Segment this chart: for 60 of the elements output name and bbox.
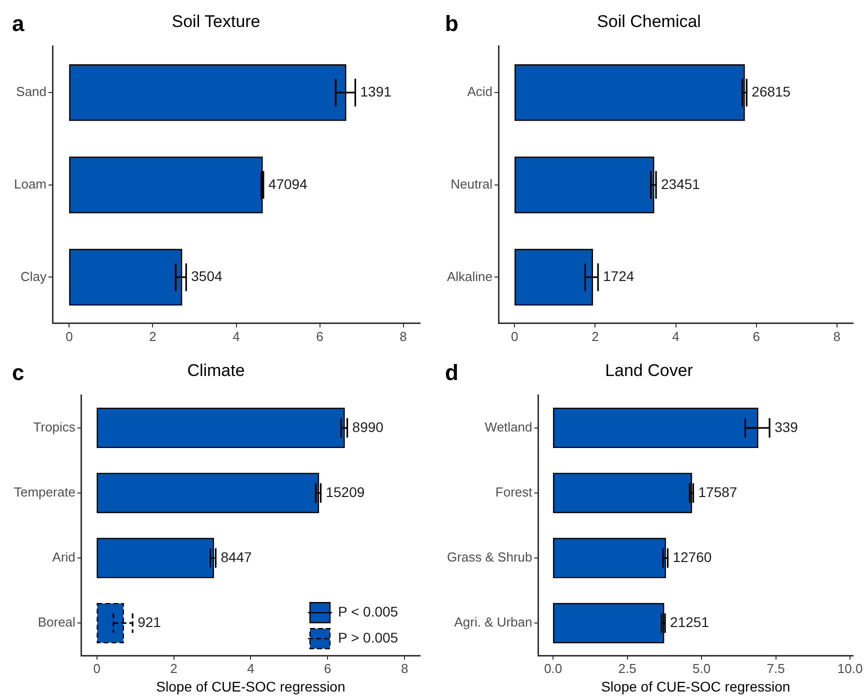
- y-tick-label: Temperate: [14, 484, 76, 500]
- x-tick-label: 4: [247, 660, 254, 676]
- text: a: [12, 11, 25, 36]
- annotation: 15209: [326, 484, 365, 500]
- y-tick-label: Clay: [20, 268, 48, 284]
- x-tick-label: 4: [232, 328, 240, 344]
- y-tick-label: Wetland: [484, 420, 532, 435]
- x-tick-label: 8: [833, 328, 841, 344]
- x-tick-label: 10.0: [837, 660, 863, 676]
- x-tick-label: 8: [400, 660, 408, 676]
- annotation: 339: [774, 418, 798, 435]
- y-tick-label: Agri. & Urban: [454, 614, 532, 630]
- text: c: [12, 360, 24, 386]
- y-tick-label: Grass & Shrub: [446, 550, 532, 565]
- chart-title: Land Cover: [605, 360, 694, 380]
- x-tick-label: 4: [672, 328, 680, 344]
- x-tick-label: 0: [511, 328, 518, 344]
- y-tick-label: Neutral: [450, 176, 493, 192]
- text: d: [445, 360, 458, 386]
- x-tick-label: 6: [324, 660, 332, 676]
- chart-title: Climate: [187, 360, 245, 380]
- x-tick-label: 2: [592, 328, 599, 344]
- chart-title: Soil Chemical: [597, 12, 701, 31]
- x-tick-label: 0.0: [544, 660, 562, 676]
- legend-label: P < 0.005: [338, 603, 398, 620]
- x-tick-label: 6: [316, 328, 324, 344]
- annotation: 17587: [698, 484, 738, 500]
- x-tick-label: 5.0: [692, 660, 711, 676]
- y-tick-label: Arid: [52, 550, 76, 565]
- x-tick-label: 6: [752, 328, 760, 344]
- annotation: 12760: [672, 548, 712, 565]
- y-tick-label: Sand: [16, 84, 47, 100]
- annotation: 23451: [661, 176, 700, 192]
- x-axis-title: Slope of CUE-SOC regression: [601, 678, 790, 694]
- x-tick-label: 0: [66, 328, 73, 344]
- annotation: 1724: [603, 268, 634, 284]
- annotation: 47094: [268, 176, 308, 192]
- x-axis-title: Slope of CUE-SOC regression: [156, 678, 346, 694]
- annotation: 3504: [191, 268, 223, 284]
- x-tick-label: 2.5: [618, 660, 636, 676]
- y-tick-label: Boreal: [38, 614, 76, 630]
- x-tick-label: 2: [149, 328, 156, 344]
- annotation: 921: [138, 614, 162, 630]
- annotation: 1391: [360, 83, 392, 100]
- x-tick-label: 2: [170, 660, 178, 676]
- text: b: [445, 11, 458, 36]
- x-tick-label: 8: [400, 328, 407, 344]
- y-tick-label: Acid: [467, 84, 493, 100]
- y-tick-label: Tropics: [33, 420, 76, 435]
- annotation: 8447: [220, 548, 252, 565]
- chart-title: Soil Texture: [172, 12, 260, 31]
- y-tick-label: Alkaline: [446, 268, 493, 284]
- annotation: 26815: [752, 83, 791, 100]
- y-tick-label: Forest: [495, 484, 533, 500]
- y-tick-label: Loam: [14, 176, 47, 192]
- annotation: 21251: [670, 614, 710, 630]
- x-tick-label: 7.5: [766, 660, 785, 676]
- x-tick-label: 0: [93, 660, 100, 676]
- annotation: 8990: [352, 418, 384, 435]
- legend-label: P > 0.005: [338, 629, 398, 646]
